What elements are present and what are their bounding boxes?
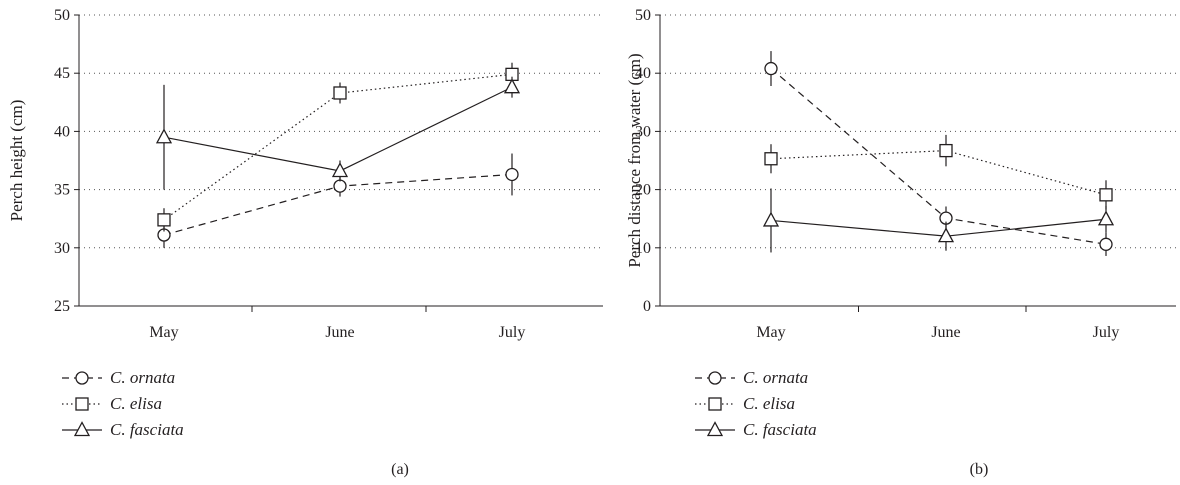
x-tick-label: July xyxy=(499,324,526,341)
legend-marker xyxy=(706,421,724,437)
data-point xyxy=(764,61,778,76)
data-point xyxy=(1097,210,1115,226)
panel-b-caption: (b) xyxy=(970,461,989,478)
panel-b: 0 10 20 30 40 50 May June July Perch distance fro… xyxy=(625,7,1176,439)
series-c-ornata xyxy=(764,51,1113,256)
series-line xyxy=(770,150,1107,196)
legend-label: C. elisa xyxy=(110,394,162,413)
legend-item: C. elisa xyxy=(695,394,795,413)
legend-item: C. ornata xyxy=(62,368,175,387)
legend-marker xyxy=(708,371,722,385)
y-tick-label: 50 xyxy=(635,7,651,24)
data-point xyxy=(1099,237,1113,251)
data-point xyxy=(333,179,347,193)
legend-marker xyxy=(75,371,89,385)
legend-marker xyxy=(708,397,722,411)
legend-item: C. fasciata xyxy=(62,420,184,439)
y-tick-label: 30 xyxy=(635,123,651,140)
y-axis-label: Perch distance from water (cm) xyxy=(625,53,644,267)
series-c-elisa xyxy=(157,62,519,232)
data-point xyxy=(762,211,780,227)
y-tick-label: 20 xyxy=(635,182,651,199)
series-c-fasciata xyxy=(155,76,521,190)
legend-item: C. elisa xyxy=(62,394,162,413)
data-point xyxy=(333,86,347,100)
series-c-fasciata xyxy=(762,188,1115,253)
legend-label: C. ornata xyxy=(110,368,175,387)
data-point xyxy=(503,78,521,94)
y-tick-label: 0 xyxy=(643,298,651,315)
data-point xyxy=(505,167,519,182)
data-point xyxy=(937,227,955,243)
y-tick-label: 50 xyxy=(54,7,70,24)
series-line xyxy=(163,86,513,172)
data-point xyxy=(331,162,349,178)
y-axis-label: Perch height (cm) xyxy=(7,100,26,222)
x-tick-label: May xyxy=(756,324,785,341)
data-point xyxy=(939,143,953,158)
series-c-ornata xyxy=(157,153,519,248)
legend-marker xyxy=(73,421,91,437)
y-tick-label: 40 xyxy=(54,123,70,140)
legend-item: C. fasciata xyxy=(695,420,817,439)
y-tick-label: 25 xyxy=(54,298,70,315)
data-point xyxy=(764,152,778,166)
panel-a-caption: (a) xyxy=(391,461,409,478)
x-tick-label: June xyxy=(931,324,960,341)
y-tick-label: 30 xyxy=(54,240,70,257)
data-point xyxy=(157,213,171,227)
series-c-elisa xyxy=(764,134,1113,210)
series-line xyxy=(770,218,1107,237)
y-tick-label: 10 xyxy=(635,240,651,257)
legend-item: C. ornata xyxy=(695,368,808,387)
y-tick-label: 45 xyxy=(54,65,70,82)
y-tick-label: 35 xyxy=(54,182,70,199)
legend-label: C. elisa xyxy=(743,394,795,413)
panel-a: 25 30 35 40 45 50 May June July Perch height (cm)… xyxy=(7,7,603,439)
x-tick-label: June xyxy=(325,324,354,341)
legend-label: C. fasciata xyxy=(743,420,817,439)
legend-label: C. ornata xyxy=(743,368,808,387)
y-tick-label: 40 xyxy=(635,65,651,82)
legend-marker xyxy=(75,397,89,411)
x-tick-label: July xyxy=(1093,324,1120,341)
data-point xyxy=(1099,188,1113,202)
x-tick-label: May xyxy=(149,324,178,341)
legend-label: C. fasciata xyxy=(110,420,184,439)
data-point xyxy=(155,128,173,144)
